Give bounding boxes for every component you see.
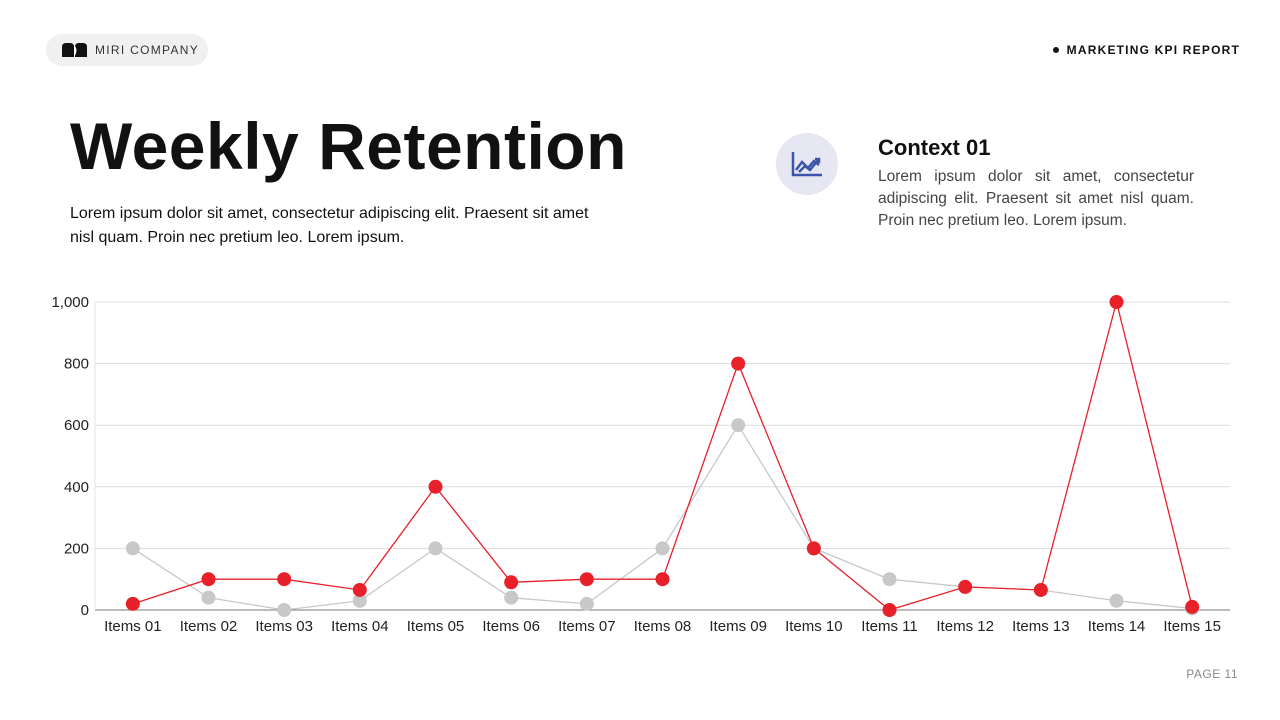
data-point-1 [958, 579, 973, 594]
data-point-1 [201, 572, 216, 587]
report-label: MARKETING KPI REPORT [1052, 43, 1240, 57]
data-point-1 [655, 572, 670, 587]
data-point-1 [882, 603, 897, 617]
x-tick-label: Items 09 [709, 618, 767, 635]
data-point-0 [579, 596, 594, 611]
data-point-1 [428, 479, 443, 494]
data-point-1 [731, 356, 746, 371]
x-tick-label: Items 04 [331, 618, 389, 635]
page-number: PAGE 11 [1186, 667, 1238, 681]
x-tick-label: Items 06 [482, 618, 540, 635]
data-point-1 [504, 575, 519, 590]
x-tick-label: Items 15 [1163, 618, 1221, 635]
miri-logo-icon [62, 43, 87, 57]
x-tick-label: Items 05 [407, 618, 465, 635]
x-tick-label: Items 14 [1088, 618, 1146, 635]
line-chart-icon [776, 133, 838, 195]
data-point-1 [579, 572, 594, 587]
data-point-0 [352, 593, 367, 608]
data-point-0 [125, 541, 140, 556]
data-point-1 [1033, 582, 1048, 597]
y-tick-label: 0 [81, 602, 89, 619]
data-point-0 [1109, 593, 1124, 608]
brand-name: MIRI COMPANY [95, 43, 200, 57]
data-point-1 [1109, 295, 1124, 309]
brand-badge: MIRI COMPANY [46, 34, 208, 66]
x-tick-label: Items 12 [936, 618, 994, 635]
data-point-0 [882, 572, 897, 587]
data-point-0 [428, 541, 443, 556]
context-title: Context 01 [878, 135, 991, 160]
series-line-1 [132, 301, 1193, 611]
bullet-icon [1052, 47, 1059, 53]
data-point-1 [1185, 599, 1200, 614]
x-tick-label: Items 11 [861, 618, 917, 635]
data-point-1 [352, 582, 367, 597]
y-tick-label: 800 [64, 356, 89, 373]
y-tick-label: 1,000 [51, 294, 89, 311]
y-tick-label: 400 [64, 479, 89, 496]
y-tick-label: 600 [64, 417, 89, 434]
x-tick-label: Items 02 [180, 618, 238, 635]
data-point-1 [125, 596, 140, 611]
page-title: Weekly Retention [70, 109, 627, 183]
report-text: MARKETING KPI REPORT [1066, 43, 1240, 57]
y-tick-label: 200 [64, 540, 89, 557]
data-point-1 [277, 572, 292, 587]
data-point-0 [504, 590, 519, 605]
x-tick-label: Items 10 [785, 618, 843, 635]
context-body: Lorem ipsum dolor sit amet, consectetur … [878, 168, 1194, 229]
line-chart: 0 200 400 600 800 1,000 Items 01 Items 02 Items … [51, 294, 1230, 635]
x-tick-label: Items 13 [1012, 618, 1070, 635]
data-point-1 [806, 541, 821, 556]
data-point-0 [201, 590, 216, 605]
x-tick-label: Items 01 [104, 618, 162, 635]
x-tick-label: Items 07 [558, 618, 616, 635]
page-description: Lorem ipsum dolor sit amet, consectetur … [70, 205, 589, 246]
data-point-0 [277, 603, 292, 617]
data-point-0 [655, 541, 670, 556]
data-point-0 [731, 418, 746, 433]
x-tick-label: Items 08 [634, 618, 692, 635]
x-tick-label: Items 03 [255, 618, 313, 635]
